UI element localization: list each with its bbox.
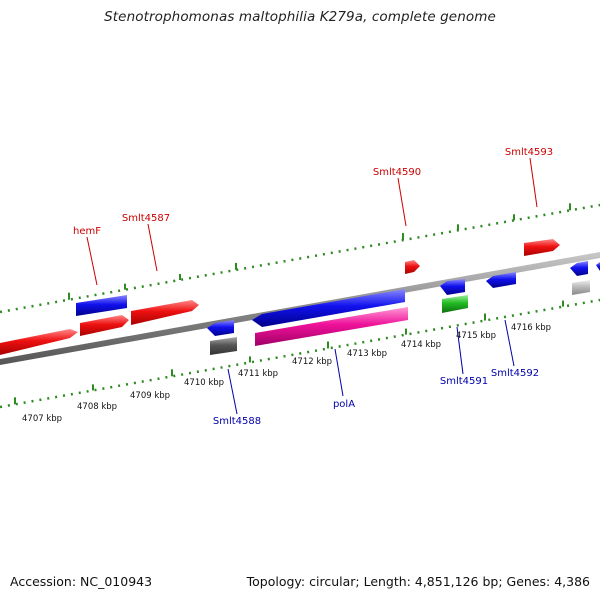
scale-label: 4707 kbp bbox=[22, 414, 62, 424]
gene-reverse-arrow[interactable] bbox=[596, 262, 600, 271]
scale-label: 4715 kbp bbox=[456, 331, 496, 341]
gene-label-top[interactable]: Smlt4593 bbox=[505, 147, 553, 158]
label-leaders bbox=[86, 157, 538, 415]
scale-label: 4714 kbp bbox=[401, 340, 441, 350]
scale-label: 4709 kbp bbox=[130, 391, 170, 401]
feature-green[interactable] bbox=[442, 295, 468, 313]
forward-strand-genes bbox=[0, 239, 600, 355]
scale-label: 4716 kbp bbox=[511, 323, 551, 333]
feature-track-genes bbox=[210, 280, 590, 355]
gene-reverse-arrow[interactable] bbox=[440, 279, 465, 295]
lower-tick-rail bbox=[0, 298, 600, 409]
gene-label-bottom[interactable]: Smlt4592 bbox=[491, 368, 539, 379]
gene-reverse-arrow[interactable] bbox=[486, 272, 516, 288]
gene-forward-box[interactable] bbox=[76, 295, 127, 316]
gene-forward-arrow[interactable] bbox=[131, 300, 199, 325]
gene-label-bottom[interactable]: polA bbox=[333, 399, 355, 410]
map-title: Stenotrophomonas maltophilia K279a, comp… bbox=[104, 9, 496, 25]
scale-label: 4712 kbp bbox=[292, 357, 332, 367]
feature-pink[interactable] bbox=[255, 307, 408, 346]
gene-label-bottom[interactable]: Smlt4591 bbox=[440, 376, 488, 387]
scale-labels: 4707 kbp 4708 kbp 4709 kbp 4710 kbp 4711… bbox=[22, 323, 551, 424]
genome-summary-text: Topology: circular; Length: 4,851,126 bp… bbox=[246, 574, 590, 589]
bottom-gene-labels: Smlt4588 polA Smlt4591 Smlt4592 bbox=[213, 368, 539, 427]
upper-tick-rail bbox=[0, 203, 600, 314]
gene-reverse-arrow[interactable] bbox=[252, 289, 405, 327]
scale-label: 4708 kbp bbox=[77, 402, 117, 412]
scale-label: 4710 kbp bbox=[184, 378, 224, 388]
gene-forward-arrow[interactable] bbox=[0, 329, 78, 355]
gene-label-top[interactable]: Smlt4590 bbox=[373, 167, 421, 178]
gene-forward-arrow[interactable] bbox=[80, 315, 129, 336]
gene-forward-arrow[interactable] bbox=[405, 260, 420, 274]
gene-label-bottom[interactable]: Smlt4588 bbox=[213, 416, 261, 427]
gene-reverse-arrow[interactable] bbox=[207, 320, 234, 336]
top-gene-labels: hemF Smlt4587 Smlt4590 Smlt4593 bbox=[73, 147, 553, 237]
gene-reverse-arrow[interactable] bbox=[570, 261, 588, 276]
feature-dark-gray[interactable] bbox=[210, 337, 237, 355]
gene-label-top[interactable]: hemF bbox=[73, 226, 101, 237]
scale-label: 4711 kbp bbox=[238, 369, 278, 379]
feature-light-gray[interactable] bbox=[572, 280, 590, 295]
gene-label-top[interactable]: Smlt4587 bbox=[122, 213, 170, 224]
gene-forward-arrow[interactable] bbox=[524, 239, 560, 256]
accession-text: Accession: NC_010943 bbox=[10, 574, 153, 589]
scale-label: 4713 kbp bbox=[347, 349, 387, 359]
